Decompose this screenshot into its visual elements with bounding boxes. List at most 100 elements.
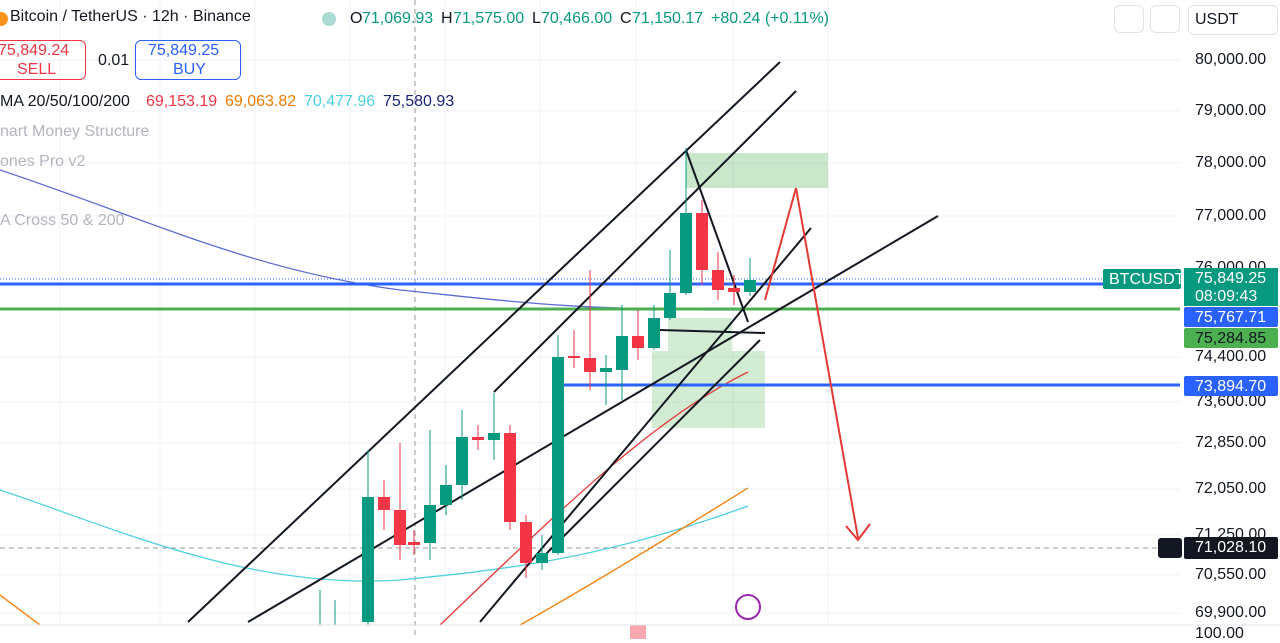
candle-body [520, 522, 532, 563]
screen-button[interactable] [1150, 5, 1180, 33]
candle-body [472, 437, 484, 440]
trend-line [685, 149, 749, 323]
hidden-indicator: nart Money Structure [0, 123, 150, 140]
projection-arrow [845, 523, 871, 542]
candle-body [488, 433, 500, 440]
crosshair-badge-bg [1184, 537, 1278, 559]
buy-button[interactable] [135, 40, 241, 80]
ma-value: 69,063.82 [225, 93, 297, 110]
price-tick-label: 74,400.00 [1195, 348, 1267, 365]
symbol-badge-bg [1103, 269, 1181, 289]
price-tick-label: 73,600.00 [1195, 393, 1267, 410]
candle-body [728, 288, 740, 292]
trend-line [247, 215, 939, 623]
ohlc-label: C [620, 10, 632, 27]
symbol-badge: BTCUSDT [1109, 271, 1185, 288]
candle-body [536, 553, 548, 563]
ohlc-label: L [532, 10, 541, 27]
price-change: +80.24 (+0.11%) [711, 10, 830, 27]
candle-body [394, 510, 406, 545]
sell-price[interactable]: 75,849.24 [0, 42, 70, 59]
candle-body [648, 318, 660, 348]
last-price-bg [1184, 268, 1278, 306]
status-dot [322, 12, 336, 26]
candle-body [362, 497, 374, 622]
ma-value: 75,580.93 [383, 93, 455, 110]
moving-average [0, 489, 749, 582]
sell-button[interactable] [0, 40, 86, 80]
candle-body [552, 357, 564, 553]
level-badge-bg [1184, 307, 1278, 327]
ohlc-value: 71,150.17 [632, 10, 704, 27]
currency-select[interactable] [1188, 5, 1278, 35]
live-dot [0, 12, 8, 26]
currency-label[interactable]: USDT [1195, 11, 1239, 28]
level-badge: 75,284.85 [1195, 330, 1267, 347]
candle-body [696, 213, 708, 270]
sell-label[interactable]: SELL [17, 61, 57, 78]
candle-body [408, 542, 420, 545]
volume-bar [630, 625, 646, 639]
ohlc-value: 70,466.00 [541, 10, 613, 27]
projection [764, 187, 859, 539]
candle-body [456, 437, 468, 485]
price-tick-label: 80,000.00 [1195, 51, 1267, 68]
candle-body [440, 485, 452, 505]
price-tick-label: 100.00 [1195, 625, 1244, 642]
download-button[interactable] [1114, 5, 1144, 33]
ohlc-value: 71,069.93 [362, 10, 434, 27]
candle-body [664, 293, 676, 318]
candle-body [712, 270, 724, 290]
ohlc-label: H [441, 10, 453, 27]
price-tick-label: 72,050.00 [1195, 480, 1267, 497]
price-tick-label: 69,900.00 [1195, 604, 1267, 621]
price-tick-label: 79,000.00 [1195, 102, 1267, 119]
level-badge-bg [1184, 328, 1278, 348]
moving-average [0, 169, 741, 311]
quantity: 0.01 [98, 52, 130, 69]
candle-body [744, 280, 756, 292]
candle-body [632, 336, 644, 348]
candle-body [568, 356, 580, 358]
price-tick-label: 70,550.00 [1195, 566, 1267, 583]
trend-line [187, 61, 781, 623]
candle-body [424, 505, 436, 543]
moving-average [0, 487, 749, 626]
ma-value: 69,153.19 [146, 93, 218, 110]
last-price: 75,849.25 [1195, 270, 1267, 287]
ma-value: 70,477.96 [304, 93, 376, 110]
trend-line [539, 339, 761, 561]
zone [652, 351, 765, 428]
candle-body [378, 497, 390, 510]
lightning-icon [735, 594, 761, 620]
crosshair-badge: 71,028.10 [1195, 539, 1267, 556]
zone [686, 153, 828, 188]
candle-body [616, 336, 628, 370]
trend-line [493, 90, 797, 393]
candle-body [584, 358, 596, 372]
hidden-indicator: ones Pro v2 [0, 153, 86, 170]
level-badge: 75,767.71 [1195, 309, 1267, 326]
moving-average [439, 371, 749, 626]
price-tick-label: 77,000.00 [1195, 207, 1267, 224]
level-badge: 73,894.70 [1195, 378, 1267, 395]
buy-label[interactable]: BUY [173, 61, 206, 78]
ohlc-label: O [350, 10, 363, 27]
trend-line [479, 227, 812, 623]
hidden-indicator: A Cross 50 & 200 [0, 212, 125, 229]
price-tick-label: 72,850.00 [1195, 434, 1267, 451]
candle-body [680, 213, 692, 293]
price-tick-label: 78,000.00 [1195, 154, 1267, 171]
plus-button[interactable] [1158, 538, 1182, 558]
countdown: 08:09:43 [1195, 288, 1258, 305]
candle-body [600, 368, 612, 372]
level-badge-bg [1184, 376, 1278, 396]
trend-line [659, 329, 766, 334]
symbol-title: Bitcoin / TetherUS · 12h · Binance [10, 8, 251, 25]
ma-label: MA 20/50/100/200 [0, 93, 130, 110]
buy-price[interactable]: 75,849.25 [148, 42, 220, 59]
candle-body [504, 433, 516, 522]
ohlc-value: 71,575.00 [453, 10, 525, 27]
